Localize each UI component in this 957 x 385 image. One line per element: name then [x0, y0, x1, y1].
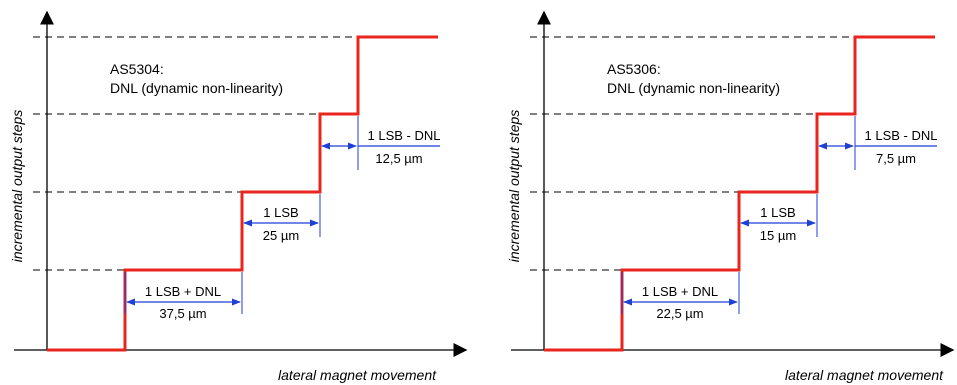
- dim-extensions: [124, 116, 359, 314]
- y-axis-label: incremental output steps: [506, 110, 522, 263]
- panel-title-line1: AS5304:: [110, 61, 164, 77]
- dim-value-3: 7,5 µm: [876, 151, 916, 166]
- x-axis-label: lateral magnet movement: [785, 367, 944, 383]
- dim-label-1: 1 LSB + DNL: [145, 284, 221, 299]
- level-guides: [33, 36, 358, 271]
- panel-as5304: AS5304: DNL (dynamic non-linearity) 1 LS…: [9, 10, 468, 383]
- dim-value-3: 12,5 µm: [375, 151, 422, 166]
- x-axis-label: lateral magnet movement: [278, 367, 437, 383]
- panel-title-line2: DNL (dynamic non-linearity): [110, 80, 283, 96]
- dim-label-2: 1 LSB: [263, 205, 298, 220]
- dim-label-3: 1 LSB - DNL: [865, 128, 938, 143]
- dim-value-2: 15 µm: [760, 228, 796, 243]
- dim-value-1: 22,5 µm: [656, 306, 703, 321]
- panel-title-line2: DNL (dynamic non-linearity): [607, 80, 780, 96]
- panel-as5306: AS5306: DNL (dynamic non-linearity) 1 LS…: [506, 10, 955, 383]
- dim-label-3: 1 LSB - DNL: [368, 128, 441, 143]
- y-axis-label: incremental output steps: [9, 110, 25, 263]
- level-guides: [530, 36, 855, 271]
- dim-value-1: 37,5 µm: [159, 306, 206, 321]
- dim-value-2: 25 µm: [263, 228, 299, 243]
- dim-label-2: 1 LSB: [760, 205, 795, 220]
- dim-label-1: 1 LSB + DNL: [642, 284, 718, 299]
- panel-title-line1: AS5306:: [607, 61, 661, 77]
- dim-extensions: [621, 116, 856, 314]
